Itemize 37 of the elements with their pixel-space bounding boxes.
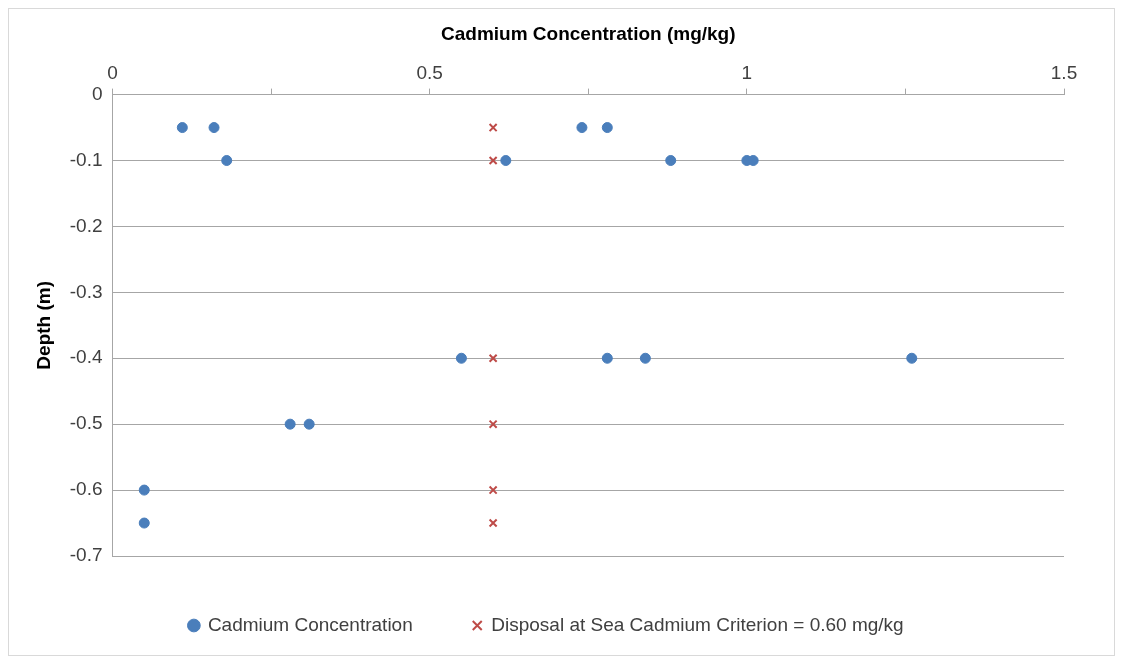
point bbox=[500, 155, 512, 167]
y-tick-label: -0.3 bbox=[69, 280, 103, 302]
x-tick-label: 1.5 bbox=[1050, 62, 1078, 84]
point bbox=[138, 484, 150, 496]
y-tick-label: -0.2 bbox=[69, 214, 103, 236]
y-tick-label: 0 bbox=[91, 82, 103, 104]
point bbox=[639, 352, 651, 364]
legend-label: Cadmium Concentration bbox=[207, 613, 413, 635]
point bbox=[488, 353, 498, 363]
y-axis-title: Depth (m) bbox=[32, 280, 54, 370]
point bbox=[176, 122, 188, 134]
legend-label: Disposal at Sea Cadmium Criterion = 0.60 mg/kg bbox=[491, 613, 904, 635]
point bbox=[284, 418, 296, 430]
point bbox=[488, 485, 498, 495]
point bbox=[906, 352, 918, 364]
point bbox=[488, 155, 498, 166]
y-tick-label: -0.5 bbox=[69, 412, 103, 434]
point bbox=[488, 123, 498, 133]
point bbox=[601, 122, 613, 134]
point bbox=[665, 155, 677, 167]
point bbox=[601, 352, 613, 364]
point bbox=[303, 418, 315, 430]
y-tick-label: -0.7 bbox=[69, 544, 103, 566]
y-tick-label: -0.4 bbox=[69, 346, 103, 368]
point bbox=[488, 419, 498, 429]
point bbox=[488, 518, 498, 528]
x-axis-title: Cadmium Concentration (mg/kg) bbox=[441, 22, 736, 44]
y-tick-label: -0.6 bbox=[69, 478, 103, 500]
x-tick-label: 0 bbox=[107, 62, 118, 84]
x-tick-label: 1 bbox=[741, 62, 753, 84]
point bbox=[138, 517, 150, 529]
x-tick-label: 0.5 bbox=[416, 62, 443, 84]
y-tick-label: -0.1 bbox=[69, 148, 103, 170]
point bbox=[221, 155, 233, 167]
point bbox=[576, 122, 588, 134]
point bbox=[208, 122, 220, 134]
point bbox=[455, 352, 467, 364]
